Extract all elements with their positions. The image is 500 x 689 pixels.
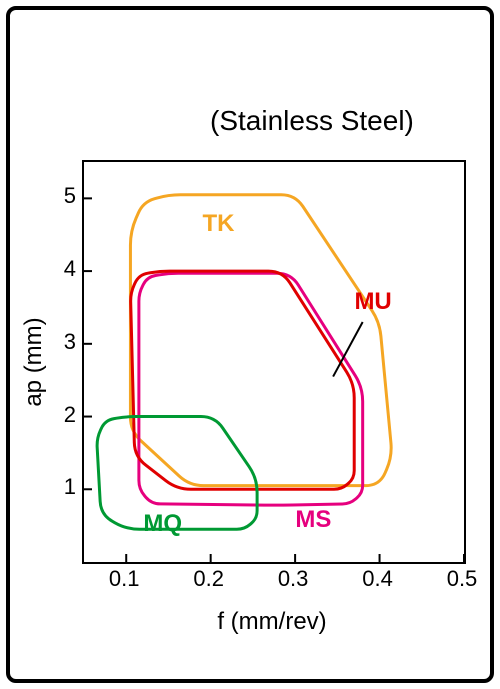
series-label-mu: MU (354, 288, 391, 316)
x-tick-label: 0.4 (358, 566, 398, 592)
y-tick-label: 2 (52, 402, 76, 428)
x-tick-label: 0.2 (189, 566, 229, 592)
plot-svg (84, 162, 464, 562)
y-tick-label: 3 (52, 329, 76, 355)
x-tick-label: 0.1 (104, 566, 144, 592)
chart-title: (Stainless Steel) (210, 105, 414, 137)
x-axis-label: f (mm/rev) (202, 608, 342, 636)
plot-area (82, 160, 466, 564)
y-tick-label: 1 (52, 474, 76, 500)
series-label-mq: MQ (143, 510, 182, 538)
series-label-tk: TK (202, 210, 234, 238)
y-tick-label: 4 (52, 256, 76, 282)
x-tick-label: 0.3 (273, 566, 313, 592)
y-tick-label: 5 (52, 183, 76, 209)
y-axis-label: ap (mm) (20, 292, 48, 432)
series-label-ms: MS (295, 506, 331, 534)
x-tick-label: 0.5 (442, 566, 482, 592)
